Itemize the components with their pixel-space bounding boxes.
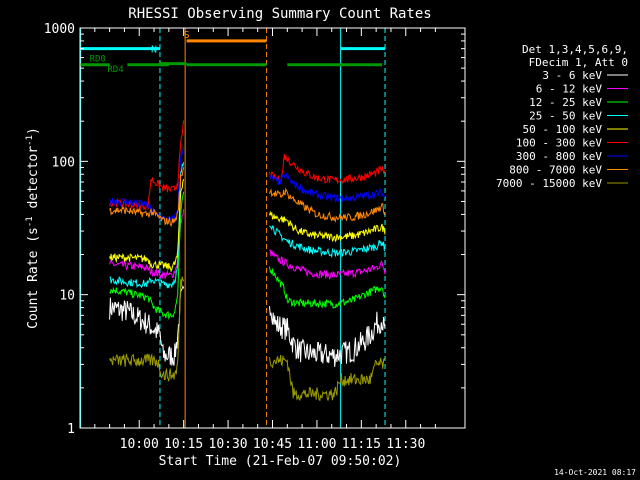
- y-tick-label-2: 100: [52, 155, 75, 170]
- y-tick-label-0: 1: [67, 422, 75, 437]
- legend-header-line-2: FDecim 1, Att 0: [529, 56, 628, 69]
- legend-label-5: 100 - 300 keV: [516, 137, 602, 150]
- series-line-1-pre: [109, 209, 185, 280]
- series-line-7-pre: [109, 167, 185, 228]
- series-line-0-pre: [109, 284, 185, 366]
- series-line-7-post: [269, 187, 386, 223]
- legend-label-1: 6 - 12 keV: [536, 83, 603, 96]
- x-tick-label-0: 10:00: [120, 437, 159, 452]
- x-tick-label-6: 11:30: [386, 437, 425, 452]
- series-line-1-post: [269, 249, 386, 280]
- legend-label-0: 3 - 6 keV: [542, 69, 602, 82]
- x-tick-label-3: 10:45: [253, 437, 292, 452]
- flag-label-rd4: RD4: [107, 65, 123, 75]
- series-line-6-post: [269, 171, 386, 203]
- series-line-6-pre: [109, 146, 185, 224]
- series-line-3-post: [269, 225, 386, 259]
- x-axis: 10:00 10:15 10:30 10:45 11:00 11:15 11:30: [94, 28, 436, 452]
- series-line-2-post: [269, 266, 386, 310]
- legend-label-8: 7000 - 15000 keV: [496, 177, 602, 190]
- series-line-0-post: [269, 306, 386, 367]
- legend-label-4: 50 - 100 keV: [523, 123, 603, 136]
- flag-label-s: S: [184, 30, 190, 41]
- x-tick-label-2: 10:30: [209, 437, 248, 452]
- x-tick-label-5: 11:15: [342, 437, 381, 452]
- series-line-4-post: [269, 210, 386, 243]
- legend-label-6: 300 - 800 keV: [516, 150, 602, 163]
- series-line-8-post: [269, 355, 386, 402]
- series-line-4-pre: [109, 179, 185, 273]
- legend-label-2: 12 - 25 keV: [529, 96, 602, 109]
- footer-timestamp: 14-Oct-2021 08:17: [554, 468, 636, 477]
- series-line-2-pre: [109, 191, 185, 320]
- y-tick-label-1: 10: [59, 289, 75, 304]
- x-axis-label: Start Time (21-Feb-07 09:50:02): [159, 454, 402, 469]
- legend: Det 1,3,4,5,6,9, FDecim 1, Att 0 3 - 6 k…: [496, 43, 628, 190]
- y-axis-label: Count Rate (s-1 detector-1): [25, 127, 41, 329]
- y-tick-label-3: 1000: [44, 22, 75, 37]
- flag-label-rd0: RD0: [90, 55, 106, 65]
- chart-title: RHESSI Observing Summary Count Rates: [128, 6, 431, 22]
- legend-header-line-1: Det 1,3,4,5,6,9,: [522, 43, 628, 56]
- y-axis: 1 10 100 1000: [44, 22, 465, 437]
- legend-label-7: 800 - 7000 keV: [509, 164, 602, 177]
- x-tick-label-4: 11:00: [297, 437, 336, 452]
- series-line-5-post: [269, 154, 386, 185]
- series-line-8-pre: [109, 276, 185, 382]
- flag-label-n: N: [151, 45, 157, 56]
- series-line-3-pre: [109, 162, 185, 289]
- legend-label-3: 25 - 50 keV: [529, 110, 602, 123]
- x-tick-label-1: 10:15: [164, 437, 203, 452]
